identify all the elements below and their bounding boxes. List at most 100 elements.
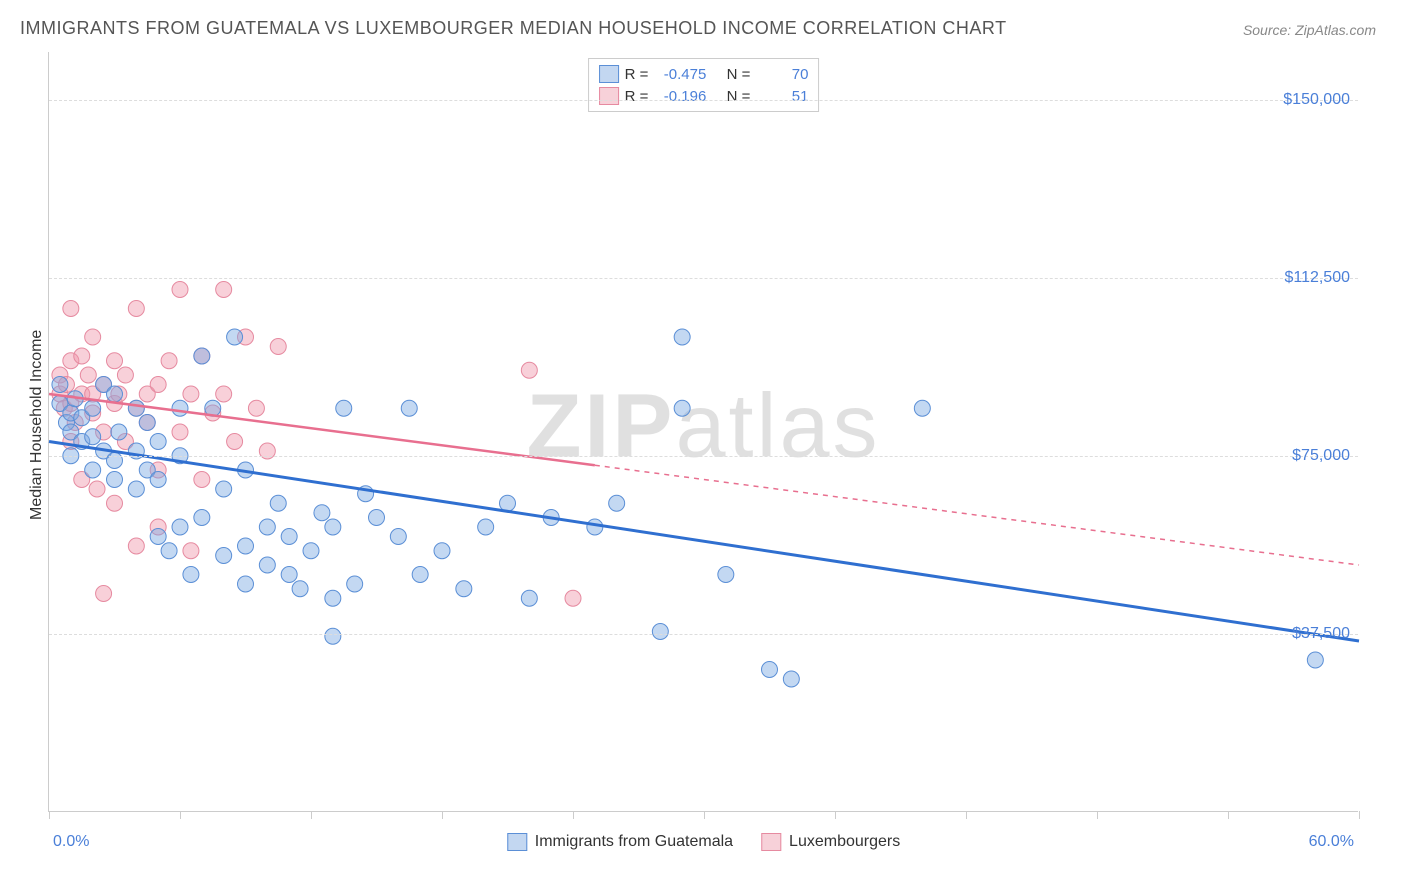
- data-point: [74, 348, 90, 364]
- data-point: [80, 367, 96, 383]
- legend-item-guatemala: Immigrants from Guatemala: [507, 833, 733, 851]
- x-tick: [180, 811, 181, 819]
- legend-stats-box: R = -0.475 N = 70 R = -0.196 N = 51: [588, 58, 820, 112]
- data-point: [128, 538, 144, 554]
- y-tick-label: $37,500: [1292, 625, 1350, 643]
- data-point: [128, 301, 144, 317]
- grid-line: [49, 456, 1358, 457]
- data-point: [281, 567, 297, 583]
- x-tick: [311, 811, 312, 819]
- y-axis-label: Median Household Income: [28, 330, 46, 520]
- data-point: [401, 400, 417, 416]
- x-tick: [704, 811, 705, 819]
- legend-swatch-pink-icon: [599, 87, 619, 105]
- legend-stats-row-0: R = -0.475 N = 70: [599, 63, 809, 85]
- grid-line: [49, 278, 1358, 279]
- data-point: [128, 400, 144, 416]
- x-tick: [966, 811, 967, 819]
- x-axis-min-label: 0.0%: [53, 833, 89, 851]
- data-point: [85, 429, 101, 445]
- data-point: [478, 519, 494, 535]
- n-value: 51: [756, 88, 808, 105]
- data-point: [238, 576, 254, 592]
- data-point: [281, 529, 297, 545]
- data-point: [914, 400, 930, 416]
- data-point: [172, 400, 188, 416]
- legend-swatch-pink-icon: [761, 833, 781, 851]
- y-tick-label: $150,000: [1283, 91, 1350, 109]
- x-tick: [835, 811, 836, 819]
- data-point: [111, 424, 127, 440]
- data-point: [434, 543, 450, 559]
- x-tick: [1097, 811, 1098, 819]
- data-point: [521, 590, 537, 606]
- source-attribution: Source: ZipAtlas.com: [1243, 22, 1376, 38]
- data-point: [500, 495, 516, 511]
- data-point: [270, 339, 286, 355]
- x-axis-max-label: 60.0%: [1309, 833, 1354, 851]
- legend-label: Immigrants from Guatemala: [535, 833, 733, 851]
- data-point: [783, 671, 799, 687]
- legend-label: Luxembourgers: [789, 833, 900, 851]
- data-point: [150, 434, 166, 450]
- n-value: 70: [756, 66, 808, 83]
- y-tick-label: $75,000: [1292, 447, 1350, 465]
- data-point: [456, 581, 472, 597]
- data-point: [227, 434, 243, 450]
- data-point: [161, 543, 177, 559]
- data-point: [303, 543, 319, 559]
- legend-series: Immigrants from Guatemala Luxembourgers: [507, 833, 900, 851]
- data-point: [259, 557, 275, 573]
- data-point: [674, 329, 690, 345]
- data-point: [718, 567, 734, 583]
- r-label: R =: [625, 66, 649, 83]
- chart-plot-area: ZIPatlas R = -0.475 N = 70 R = -0.196 N …: [48, 52, 1358, 812]
- data-point: [117, 367, 133, 383]
- data-point: [96, 586, 112, 602]
- data-point: [107, 495, 123, 511]
- data-point: [194, 510, 210, 526]
- data-point: [107, 472, 123, 488]
- r-label: R =: [625, 88, 649, 105]
- data-point: [1307, 652, 1323, 668]
- data-point: [674, 400, 690, 416]
- legend-swatch-blue-icon: [599, 65, 619, 83]
- data-point: [314, 505, 330, 521]
- data-point: [150, 472, 166, 488]
- data-point: [336, 400, 352, 416]
- data-point: [325, 519, 341, 535]
- x-tick: [573, 811, 574, 819]
- legend-swatch-blue-icon: [507, 833, 527, 851]
- data-point: [63, 301, 79, 317]
- data-point: [183, 386, 199, 402]
- data-point: [194, 348, 210, 364]
- data-point: [238, 538, 254, 554]
- data-point: [85, 400, 101, 416]
- data-point: [412, 567, 428, 583]
- x-tick: [1228, 811, 1229, 819]
- r-value: -0.475: [654, 66, 706, 83]
- data-point: [128, 481, 144, 497]
- data-point: [325, 590, 341, 606]
- x-tick: [49, 811, 50, 819]
- data-point: [587, 519, 603, 535]
- data-point: [521, 362, 537, 378]
- data-point: [150, 529, 166, 545]
- scatter-svg: [49, 52, 1358, 811]
- data-point: [85, 462, 101, 478]
- data-point: [183, 543, 199, 559]
- data-point: [390, 529, 406, 545]
- x-tick: [1359, 811, 1360, 819]
- data-point: [216, 282, 232, 298]
- data-point: [150, 377, 166, 393]
- data-point: [216, 386, 232, 402]
- data-point: [139, 415, 155, 431]
- data-point: [85, 329, 101, 345]
- data-point: [216, 481, 232, 497]
- data-point: [292, 581, 308, 597]
- data-point: [270, 495, 286, 511]
- grid-line: [49, 634, 1358, 635]
- data-point: [369, 510, 385, 526]
- data-point: [565, 590, 581, 606]
- data-point: [248, 400, 264, 416]
